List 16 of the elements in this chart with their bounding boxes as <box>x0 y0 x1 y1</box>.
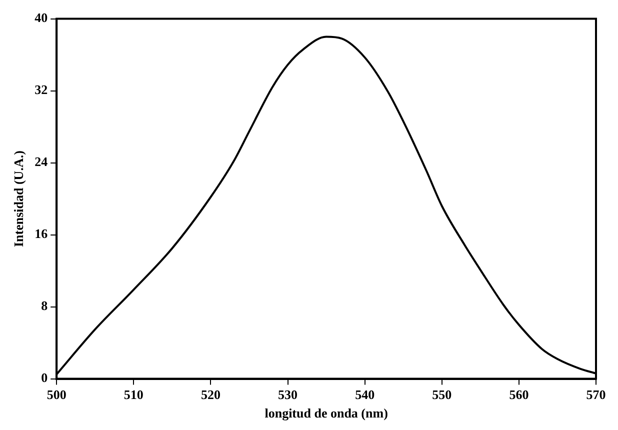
y-tick-label: 0 <box>41 370 48 386</box>
y-tick-label: 8 <box>41 298 48 314</box>
x-tick-label: 530 <box>278 386 298 402</box>
y-tick-label: 16 <box>34 226 48 242</box>
y-tick-label: 32 <box>34 82 48 98</box>
x-tick-label: 550 <box>432 386 452 402</box>
x-tick-label: 570 <box>586 386 606 402</box>
y-tick-label: 40 <box>34 10 48 26</box>
x-tick-label: 520 <box>200 386 220 402</box>
x-axis-title: longitud de onda (nm) <box>264 406 388 421</box>
x-tick-label: 560 <box>509 386 529 402</box>
x-tick-label: 500 <box>46 386 66 402</box>
x-tick-label: 540 <box>355 386 375 402</box>
x-tick-label: 510 <box>124 386 144 402</box>
y-axis-title: Intensidad (U.A.) <box>11 150 26 248</box>
y-tick-label: 24 <box>34 154 48 170</box>
